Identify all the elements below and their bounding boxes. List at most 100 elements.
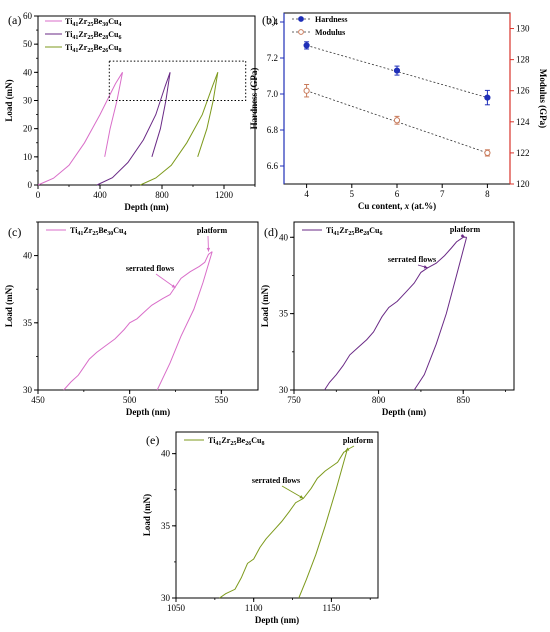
x-tick-label: 450 <box>31 395 45 405</box>
unloading-curve <box>413 237 468 391</box>
x-tick-label: 850 <box>456 395 470 405</box>
plot-frame <box>37 221 259 391</box>
loading-curve <box>37 72 123 186</box>
y-tick-label: 40 <box>23 67 33 77</box>
y-tick-label: 6.6 <box>267 161 279 171</box>
legend-label: Ti41Zr25Be30Cu4 <box>65 17 121 28</box>
y-tick-label: 40 <box>161 449 171 459</box>
data-point <box>303 42 310 49</box>
legend-marker <box>298 29 304 35</box>
legend-label: Hardness <box>315 15 347 24</box>
y-tick-label: 35 <box>279 309 289 319</box>
panel-a: 0 400 800 1200 0 10 20 30 40 50 60 Depth (nm) Load (… <box>4 11 256 212</box>
y-axis-label: Load (mN) <box>260 285 270 327</box>
y2-axis-label: Modulus (GPa) <box>538 69 548 128</box>
unloading-curve <box>151 72 171 157</box>
unloading-curve <box>156 251 213 391</box>
y-tick-label: 6.8 <box>267 125 279 135</box>
loading-curve <box>219 450 348 599</box>
y2-tick-label: 122 <box>516 148 530 158</box>
fit-line <box>306 45 488 98</box>
y-tick-label: 30 <box>23 385 33 395</box>
plot-frame <box>283 12 511 185</box>
annotation-platform: platform <box>450 225 481 234</box>
x-tick-label: 550 <box>215 395 229 405</box>
y-tick-label: 30 <box>23 96 33 106</box>
y-tick-label: 40 <box>23 251 33 261</box>
annotation-arrowhead <box>299 495 304 499</box>
x-tick-label: 800 <box>372 395 386 405</box>
y-axis-label: Load (mN) <box>4 79 14 121</box>
plot-frame <box>175 431 379 599</box>
legend-label: Ti41Zr25Be30Cu4 <box>70 226 126 237</box>
x-tick-label: 6 <box>395 189 400 199</box>
annotation-platform: platform <box>197 226 228 235</box>
loading-curve <box>140 72 219 186</box>
x-axis-label: Depth (nm) <box>124 202 168 212</box>
panel-e: 1050 1100 1150 30 35 40 Depth (nm) Load (mN) (e)… <box>142 431 379 625</box>
unloading-curve <box>104 72 123 157</box>
y-tick-label: 30 <box>279 385 289 395</box>
y-axis-label: Hardness (GPa) <box>249 68 259 130</box>
annotation-serrated-flows: serrated flows <box>388 255 436 264</box>
y2-tick-label: 120 <box>516 179 530 189</box>
plot-frame <box>293 221 515 391</box>
y-tick-label: 30 <box>161 593 171 603</box>
annotation-arrow <box>281 485 304 499</box>
x-axis-label: Depth (nm) <box>255 615 299 625</box>
annotation-serrated-flows: serrated flows <box>252 476 300 485</box>
data-point <box>303 87 310 94</box>
y-tick-label: 7.2 <box>267 53 278 63</box>
y-tick-label: 20 <box>23 124 33 134</box>
annotation-platform: platform <box>343 436 374 445</box>
y-tick-label: 7.0 <box>267 89 279 99</box>
x-tick-label: 1150 <box>323 603 341 613</box>
annotation-serrated-flows: serrated flows <box>126 264 174 273</box>
loading-curve <box>324 236 467 391</box>
y2-tick-label: 130 <box>516 24 530 34</box>
data-point <box>393 117 401 124</box>
plot-frame <box>37 15 256 186</box>
data-point <box>393 67 401 74</box>
y-tick-label: 40 <box>279 232 289 242</box>
x-tick-label: 5 <box>350 189 355 199</box>
zoom-region-box <box>108 60 247 101</box>
data-point <box>484 149 491 157</box>
legend-label: Ti41Zr25Be26Cu8 <box>208 436 264 447</box>
y-tick-label: 60 <box>23 11 33 21</box>
annotation-arrowhead <box>206 247 211 252</box>
legend-marker <box>298 16 304 22</box>
x-tick-label: 800 <box>155 190 169 200</box>
panel-d: 750 800 850 30 35 40 Depth (nm) Load (mN) (d) Ti4… <box>260 221 515 417</box>
unloading-curve <box>197 72 219 157</box>
data-point <box>484 94 491 101</box>
x-tick-label: 4 <box>304 189 309 199</box>
panel-label: (d) <box>264 225 278 239</box>
x-axis-label: Depth (nm) <box>126 407 170 417</box>
panel-label: (b) <box>262 13 276 27</box>
y-tick-label: 7.4 <box>267 17 279 27</box>
legend-label: Ti41Zr25Be26Cu8 <box>65 43 121 54</box>
loading-curve <box>63 251 213 391</box>
panel-label: (a) <box>8 13 21 27</box>
panel-label: (e) <box>146 433 159 447</box>
x-tick-label: 8 <box>485 189 490 199</box>
legend-label: Ti41Zr25Be28Cu6 <box>326 226 382 237</box>
y-tick-label: 10 <box>23 152 33 162</box>
x-tick-label: 500 <box>123 395 137 405</box>
x-tick-label: 400 <box>93 190 107 200</box>
panel-b: 4 5 6 7 8 6.6 6.8 7.0 7.2 7.4 120 122 124 126 128 130 Cu… <box>249 12 548 211</box>
y-tick-label: 35 <box>161 521 171 531</box>
x-tick-label: 1050 <box>167 603 186 613</box>
unloading-curve <box>298 450 348 599</box>
annotation-arrow <box>155 273 176 289</box>
x-axis-label: Depth (nm) <box>382 407 426 417</box>
annotation-arrowhead <box>423 265 428 269</box>
x-tick-label: 0 <box>36 190 41 200</box>
panel-label: (c) <box>8 225 21 239</box>
y-axis-label: Load (mN) <box>142 494 152 536</box>
annotation-arrowhead <box>460 233 465 238</box>
y2-tick-label: 124 <box>516 117 530 127</box>
x-tick-label: 7 <box>440 189 445 199</box>
